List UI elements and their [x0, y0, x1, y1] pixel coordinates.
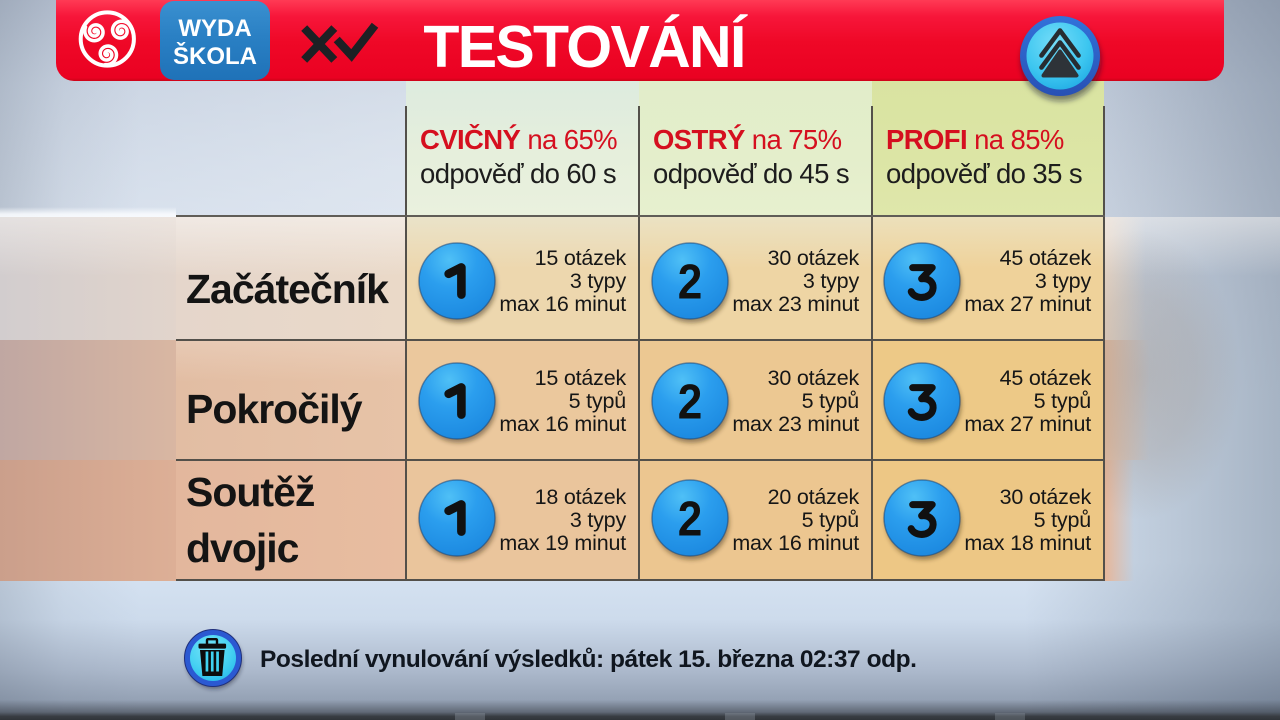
- svg-text:2: 2: [678, 374, 703, 429]
- svg-text:2: 2: [678, 491, 703, 546]
- svg-text:2: 2: [678, 254, 703, 309]
